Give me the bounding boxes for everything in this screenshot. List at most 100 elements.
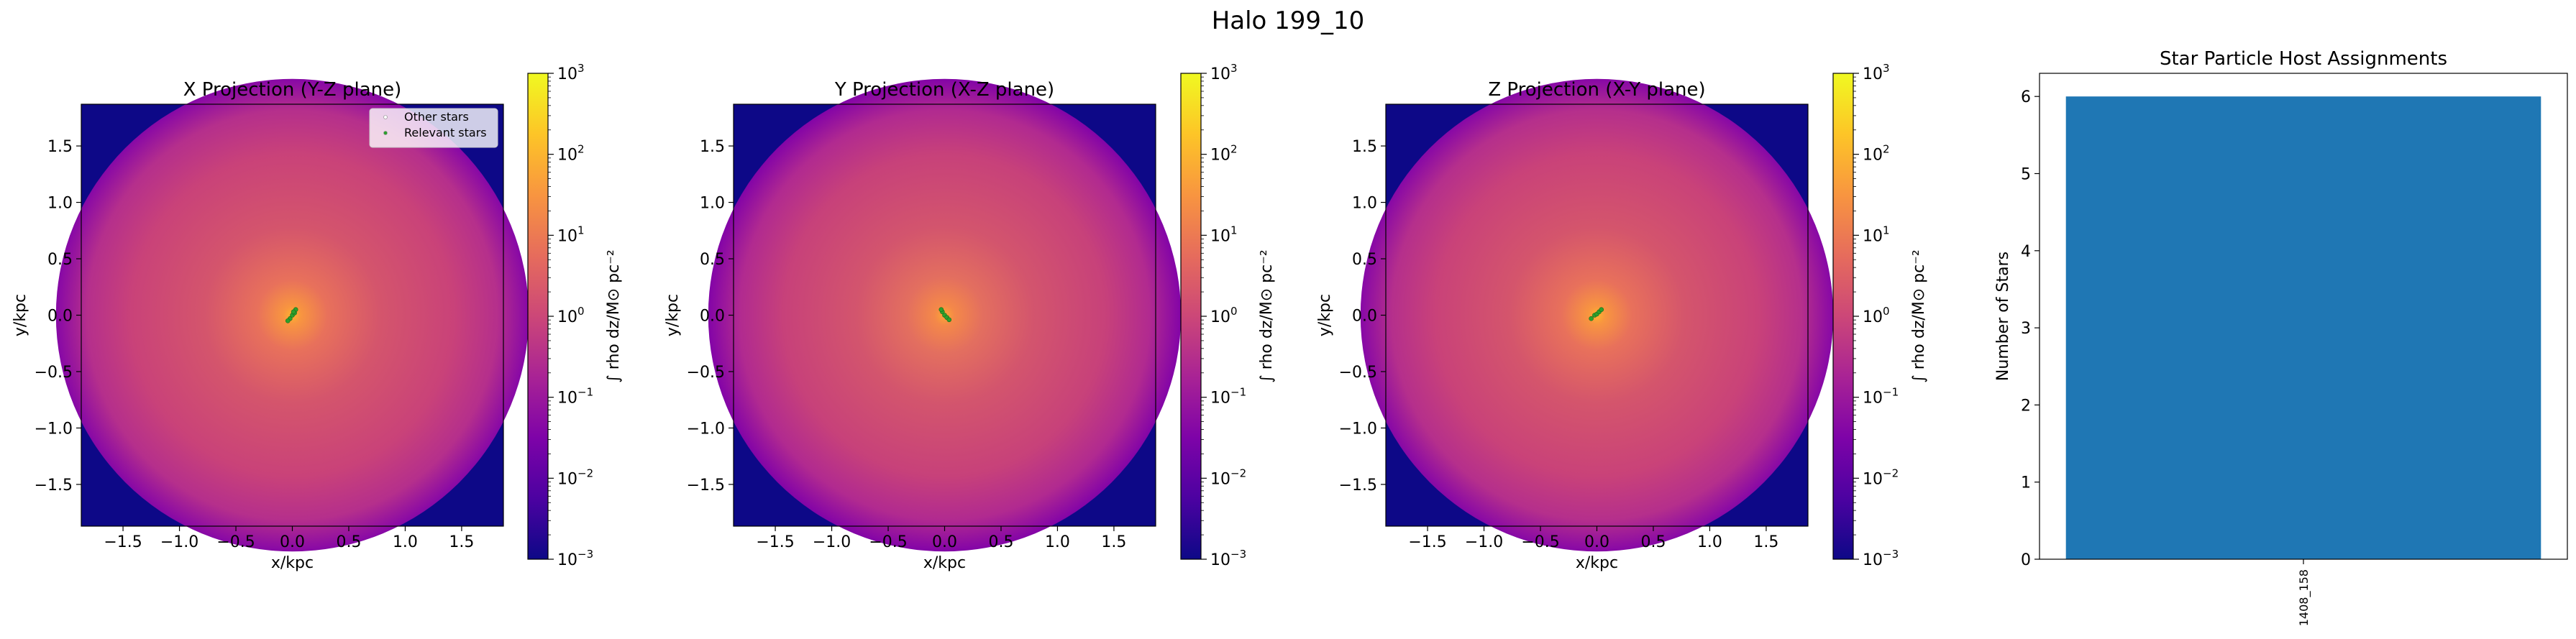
- x-tick-label: −1.5: [1408, 533, 1446, 551]
- x-tick-label: 1.5: [1101, 533, 1126, 551]
- colorbar-tick-label: 10−1: [1863, 386, 1899, 408]
- y-tick-label: 0.0: [1352, 308, 1377, 326]
- x-axis-label: x/kpc: [271, 554, 314, 572]
- colorbar-tick-label: 103: [557, 62, 585, 83]
- colorbar-label: ∫ rho dz/M⊙ pc⁻²: [1910, 249, 1928, 382]
- colorbar-tick-label: 101: [1863, 224, 1890, 245]
- colorbar-tick-label: 101: [1210, 224, 1238, 245]
- colorbar-tick-label: 10−3: [1210, 548, 1246, 569]
- colorbar-tick-label: 10−3: [1863, 548, 1899, 569]
- heatmap-panel-1: −1.5 −1.0 −0.5 0.0 0.5 1.0 1.5 −1.5 −1.0 −0.5 0.0 0…: [12, 62, 623, 572]
- bar: [2065, 96, 2541, 559]
- relevant-star-point: [946, 317, 952, 323]
- colorbar-tick-label: 100: [1210, 305, 1238, 326]
- colorbar: 103 102 101 100 10−1 10−2 10−3 ∫ rho dz/M⊙ pc⁻²: [527, 62, 623, 569]
- x-tick-label: 0.5: [988, 533, 1013, 551]
- y-tick-label: 2: [2021, 397, 2031, 415]
- colorbar-tick-label: 102: [1863, 143, 1890, 165]
- y-tick-label: −0.5: [35, 364, 73, 382]
- y-tick-label: 1.5: [47, 138, 73, 156]
- colorbar-tick-label: 10−3: [557, 548, 593, 569]
- y-tick-label: 0.0: [47, 308, 73, 326]
- y-tick-label: −1.5: [687, 477, 725, 495]
- y-tick-label: 1: [2021, 474, 2031, 492]
- y-tick-label: 4: [2021, 243, 2031, 261]
- axes-frame: [2039, 73, 2568, 560]
- y-tick-label: 0: [2021, 551, 2031, 569]
- y-tick-label: 1.0: [47, 195, 73, 213]
- relevant-star-point: [1589, 316, 1594, 321]
- heatmap-panel-2: −1.5 −1.0 −0.5 0.0 0.5 1.0 1.5 −1.5 −1.0 −0.5 0.0 0…: [664, 62, 1276, 572]
- colorbar-tick-label: 102: [557, 143, 585, 165]
- x-axis-label: x/kpc: [923, 554, 966, 572]
- x-tick-label: 1.0: [1697, 533, 1722, 551]
- colorbar-tick-label: 10−2: [1210, 466, 1246, 488]
- x-tick-label: −0.5: [869, 533, 907, 551]
- y-tick-label: 0.5: [700, 251, 725, 269]
- y-axis-label: y/kpc: [12, 294, 29, 336]
- y-tick-label: −0.5: [687, 364, 725, 382]
- y-axis-label: y/kpc: [664, 294, 682, 336]
- bar-panel: 1408_158 0 1 2 3 4 5 6 Star Particle Host Assign…: [1994, 48, 2568, 626]
- legend-label: Relevant stars: [404, 126, 487, 139]
- y-tick-label: 1.5: [700, 138, 725, 156]
- x-tick-label: 1408_158: [2297, 569, 2311, 626]
- colorbar-tick-label: 101: [557, 224, 585, 245]
- y-tick-label: 3: [2021, 320, 2031, 338]
- colorbar-label: ∫ rho dz/M⊙ pc⁻²: [1258, 249, 1276, 382]
- y-tick-label: −1.5: [1339, 477, 1377, 495]
- colorbar: 103 102 101 100 10−1 10−2 10−3 ∫ rho dz/M⊙ pc⁻²: [1180, 62, 1276, 569]
- x-axis-label: x/kpc: [1576, 554, 1618, 572]
- colorbar-gradient: [527, 73, 549, 560]
- y-axis-label: y/kpc: [1316, 294, 1334, 336]
- x-tick-label: 1.5: [449, 533, 474, 551]
- relevant-star-point: [938, 307, 944, 312]
- colorbar: 103 102 101 100 10−1 10−2 10−3 ∫ rho dz/M⊙ pc⁻²: [1832, 62, 1928, 569]
- y-tick-label: 5: [2021, 165, 2031, 183]
- heatmap-panel-3: −1.5 −1.0 −0.5 0.0 0.5 1.0 1.5 −1.5 −1.0 −0.5 0.0 0…: [1316, 62, 1928, 572]
- relevant-star-point: [291, 309, 296, 315]
- x-tick-label: 1.5: [1753, 533, 1778, 551]
- legend-marker: [383, 115, 388, 119]
- y-tick-label: −1.0: [687, 420, 725, 438]
- y-tick-label: 0.0: [700, 308, 725, 326]
- relevant-star-point: [1599, 307, 1604, 312]
- axes-title: Y Projection (X-Z plane): [834, 79, 1054, 101]
- colorbar-tick-label: 103: [1210, 62, 1238, 83]
- y-tick-label: −1.0: [35, 420, 73, 438]
- y-tick-label: −1.5: [35, 477, 73, 495]
- y-tick-label: 1.0: [700, 195, 725, 213]
- legend-marker: [383, 131, 388, 135]
- x-tick-label: 0.0: [932, 533, 957, 551]
- x-tick-label: −1.0: [813, 533, 851, 551]
- colorbar-tick-label: 102: [1210, 143, 1238, 165]
- legend-label: Other stars: [404, 110, 469, 124]
- x-tick-label: 0.0: [280, 533, 305, 551]
- y-tick-label: 6: [2021, 88, 2031, 106]
- colorbar-tick-label: 103: [1863, 62, 1890, 83]
- colorbar-label: ∫ rho dz/M⊙ pc⁻²: [605, 249, 623, 382]
- x-tick-label: −1.5: [756, 533, 794, 551]
- y-axis-label: Number of Stars: [1994, 252, 2012, 381]
- legend-box: [369, 108, 498, 148]
- colorbar-tick-label: 10−2: [557, 466, 593, 488]
- colorbar-tick-label: 100: [557, 305, 585, 326]
- x-tick-label: 1.0: [393, 533, 418, 551]
- x-tick-label: 1.0: [1045, 533, 1070, 551]
- axes-title: X Projection (Y-Z plane): [183, 79, 402, 101]
- relevant-star-point: [285, 318, 291, 323]
- y-tick-label: 0.5: [1352, 251, 1377, 269]
- x-tick-label: −0.5: [1521, 533, 1559, 551]
- colorbar-gradient: [1832, 73, 1854, 560]
- x-tick-label: −1.5: [104, 533, 142, 551]
- colorbar-tick-label: 10−1: [1210, 386, 1246, 408]
- y-tick-label: 0.5: [47, 251, 73, 269]
- y-tick-label: 1.5: [1352, 138, 1377, 156]
- x-tick-label: −0.5: [216, 533, 255, 551]
- x-tick-label: 0.5: [1640, 533, 1666, 551]
- x-tick-label: 0.0: [1584, 533, 1609, 551]
- x-tick-label: 0.5: [336, 533, 361, 551]
- y-tick-label: 1.0: [1352, 195, 1377, 213]
- y-tick-label: −1.0: [1339, 420, 1377, 438]
